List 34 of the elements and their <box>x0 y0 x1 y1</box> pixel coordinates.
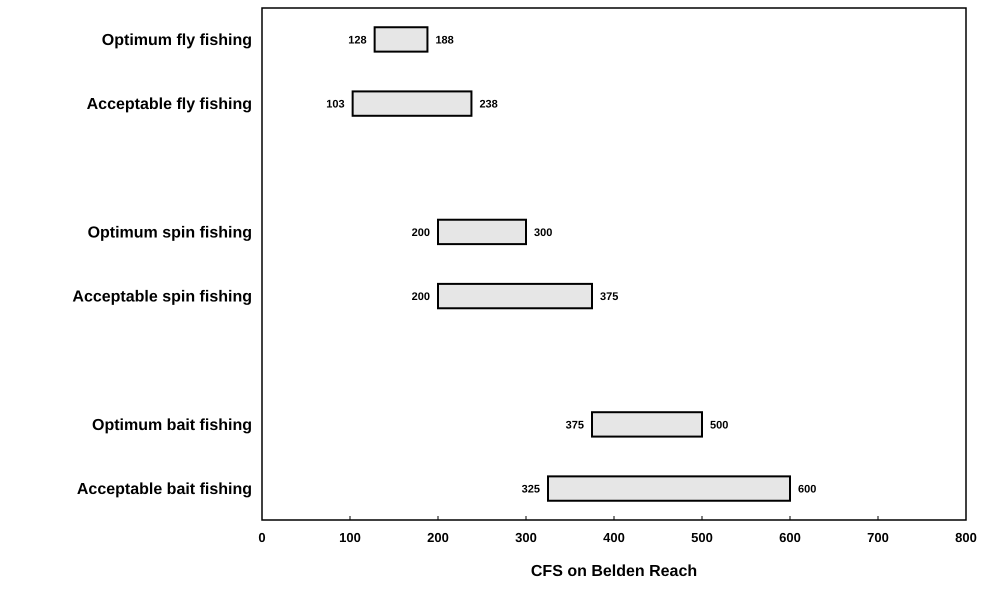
bar <box>547 475 791 502</box>
x-tick-label: 700 <box>867 530 889 545</box>
x-axis-title: CFS on Belden Reach <box>530 563 698 580</box>
annotation: 200 <box>412 290 430 303</box>
bar <box>437 282 593 310</box>
annotation: 375 <box>566 419 584 432</box>
y-tick-label: Optimum bait fishing <box>92 417 252 434</box>
annotation: 188 <box>435 34 454 46</box>
annotation: 375 <box>600 290 618 303</box>
x-tick-label: 600 <box>779 530 801 545</box>
y-tick-label: Acceptable fly fishing <box>86 96 252 114</box>
y-tick-label: Optimum spin fishing <box>88 224 252 242</box>
x-tick-label: 800 <box>955 530 977 545</box>
y-tick-label: Optimum fly fishing <box>102 32 252 50</box>
x-tick-label: 400 <box>603 530 625 545</box>
x-tick-label: 300 <box>515 530 537 545</box>
x-tick-label: 0 <box>258 530 266 545</box>
annotation: 325 <box>522 483 540 496</box>
bar <box>352 90 472 117</box>
annotation: 300 <box>534 226 552 239</box>
annotation: 238 <box>479 98 498 110</box>
annotation: 200 <box>412 226 430 239</box>
x-tick-label: 500 <box>691 530 713 545</box>
annotation: 600 <box>798 483 816 496</box>
y-tick-label: Acceptable bait fishing <box>76 481 252 498</box>
bar <box>374 26 428 53</box>
annotation: 128 <box>348 34 367 46</box>
bar <box>591 411 703 438</box>
annotation: 500 <box>710 419 728 432</box>
bar <box>437 218 527 246</box>
y-tick-label: Acceptable spin fishing <box>72 288 252 306</box>
x-tick-label: 100 <box>339 530 361 545</box>
x-tick-label: 200 <box>427 530 449 545</box>
annotation: 103 <box>326 98 345 110</box>
